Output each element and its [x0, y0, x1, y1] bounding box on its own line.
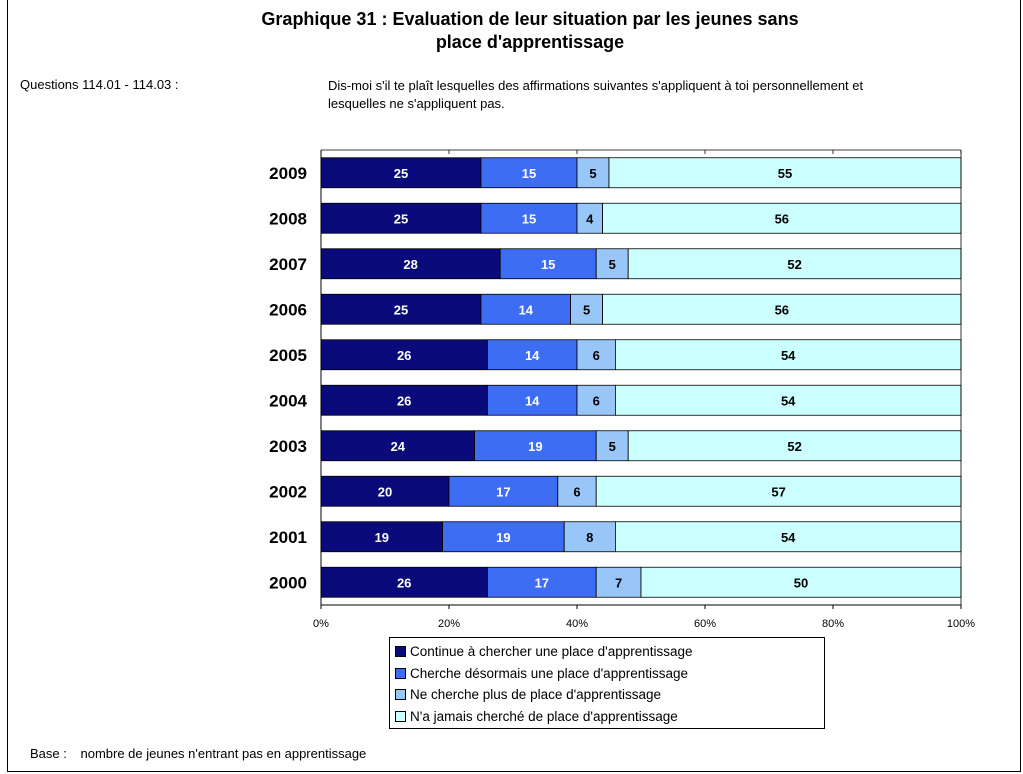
category-label-2003: 2003	[269, 437, 307, 456]
data-label-2009-series-3: 5	[589, 166, 596, 181]
data-label-2009-series-4: 55	[778, 166, 792, 181]
data-label-2007-series-3: 5	[609, 257, 616, 272]
data-label-2006-series-1: 25	[394, 302, 408, 317]
base-note: Base : nombre de jeunes n'entrant pas en…	[30, 746, 366, 761]
data-label-2008-series-4: 56	[775, 211, 789, 226]
data-label-2002-series-4: 57	[771, 484, 785, 499]
base-label: Base :	[30, 746, 67, 761]
category-label-2006: 2006	[269, 300, 307, 319]
data-label-2000-series-2: 17	[535, 575, 549, 590]
category-label-2008: 2008	[269, 209, 307, 228]
questions-text: Dis-moi s'il te plaît lesquelles des aff…	[328, 77, 868, 113]
data-label-2002-series-2: 17	[496, 484, 510, 499]
legend: Continue à chercher une place d'apprenti…	[389, 637, 825, 729]
data-label-2004-series-2: 14	[525, 393, 540, 408]
data-label-2006-series-3: 5	[583, 302, 590, 317]
legend-label-1: Continue à chercher une place d'apprenti…	[410, 644, 693, 659]
data-label-2006-series-2: 14	[519, 302, 534, 317]
data-label-2002-series-3: 6	[573, 484, 580, 499]
x-tick-label-4: 80%	[822, 618, 844, 630]
data-label-2007-series-4: 52	[787, 257, 801, 272]
data-label-2007-series-2: 15	[541, 257, 555, 272]
data-label-2009-series-1: 25	[394, 166, 408, 181]
data-label-2005-series-2: 14	[525, 348, 540, 363]
category-label-2004: 2004	[269, 391, 307, 410]
data-label-2001-series-2: 19	[496, 530, 510, 545]
chart-title: Graphique 31 : Evaluation de leur situat…	[100, 8, 960, 54]
legend-item-3: Ne cherche plus de place d'apprentissage	[395, 684, 824, 706]
x-tick-label-2: 40%	[566, 618, 588, 630]
data-label-2008-series-1: 25	[394, 211, 408, 226]
category-label-2007: 2007	[269, 255, 307, 274]
legend-item-2: Cherche désormais une place d'apprentiss…	[395, 663, 824, 685]
data-label-2008-series-3: 4	[586, 211, 594, 226]
chart-title-line1: Graphique 31 : Evaluation de leur situat…	[100, 8, 960, 31]
data-label-2003-series-2: 19	[528, 439, 542, 454]
data-label-2004-series-3: 6	[593, 393, 600, 408]
data-label-2003-series-1: 24	[391, 439, 406, 454]
data-label-2005-series-1: 26	[397, 348, 411, 363]
questions-label: Questions 114.01 - 114.03 :	[20, 77, 179, 92]
legend-swatch-4	[395, 711, 406, 722]
legend-label-3: Ne cherche plus de place d'apprentissage	[410, 687, 661, 702]
data-label-2003-series-3: 5	[609, 439, 616, 454]
legend-label-2: Cherche désormais une place d'apprentiss…	[410, 666, 688, 681]
x-tick-label-3: 60%	[694, 618, 716, 630]
category-label-2002: 2002	[269, 482, 307, 501]
data-label-2000-series-3: 7	[615, 575, 622, 590]
stacked-bar-chart: 2009 25 15 5 552008 25 15 4 562007 28 15 5 522006 25 1…	[0, 140, 1023, 635]
data-label-2000-series-4: 50	[794, 575, 808, 590]
category-label-2001: 2001	[269, 528, 307, 547]
data-label-2008-series-2: 15	[522, 211, 536, 226]
base-text: nombre de jeunes n'entrant pas en appren…	[80, 746, 366, 761]
data-label-2006-series-4: 56	[775, 302, 789, 317]
legend-swatch-2	[395, 668, 406, 679]
data-label-2002-series-1: 20	[378, 484, 392, 499]
legend-item-4: N'a jamais cherché de place d'apprentiss…	[395, 706, 824, 728]
legend-swatch-1	[395, 646, 406, 657]
legend-label-4: N'a jamais cherché de place d'apprentiss…	[410, 709, 678, 724]
x-tick-label-1: 20%	[438, 618, 460, 630]
category-label-2000: 2000	[269, 573, 307, 592]
chart-title-line2: place d'apprentissage	[100, 31, 960, 54]
data-label-2005-series-3: 6	[593, 348, 600, 363]
category-label-2005: 2005	[269, 346, 307, 365]
legend-swatch-3	[395, 689, 406, 700]
data-label-2003-series-4: 52	[787, 439, 801, 454]
data-label-2005-series-4: 54	[781, 348, 796, 363]
data-label-2001-series-1: 19	[375, 530, 389, 545]
data-label-2007-series-1: 28	[403, 257, 417, 272]
data-label-2004-series-4: 54	[781, 393, 796, 408]
data-label-2004-series-1: 26	[397, 393, 411, 408]
data-label-2001-series-4: 54	[781, 530, 796, 545]
legend-item-1: Continue à chercher une place d'apprenti…	[395, 641, 824, 663]
data-label-2001-series-3: 8	[586, 530, 593, 545]
x-tick-label-5: 100%	[947, 618, 975, 630]
data-label-2009-series-2: 15	[522, 166, 536, 181]
data-label-2000-series-1: 26	[397, 575, 411, 590]
category-label-2009: 2009	[269, 164, 307, 183]
x-tick-label-0: 0%	[313, 618, 329, 630]
